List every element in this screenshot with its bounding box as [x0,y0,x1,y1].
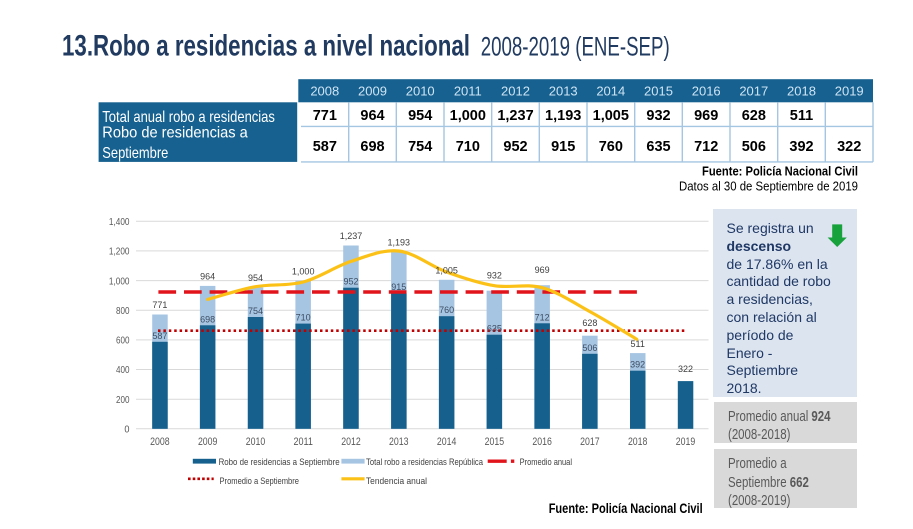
svg-text:400: 400 [116,365,130,376]
svg-text:698: 698 [360,139,384,155]
svg-text:2018: 2018 [787,83,816,98]
svg-text:Fuente: Policía Nacional Civil: Fuente: Policía Nacional Civil [549,500,703,516]
svg-text:712: 712 [535,312,550,322]
svg-text:322: 322 [837,139,861,155]
svg-text:2009: 2009 [198,436,218,448]
svg-text:1,005: 1,005 [435,266,458,276]
svg-text:Fuente: Policía Nacional Civil: Fuente: Policía Nacional Civil [702,165,858,179]
svg-text:760: 760 [599,139,623,155]
svg-text:Promedio anual: Promedio anual [520,457,572,468]
svg-text:2010: 2010 [246,436,266,448]
svg-text:1,193: 1,193 [545,108,581,124]
svg-text:628: 628 [582,318,597,328]
svg-text:628: 628 [742,108,766,124]
svg-text:1,000: 1,000 [109,276,130,287]
svg-text:2011: 2011 [454,83,482,98]
svg-text:712: 712 [694,139,718,155]
svg-text:1,193: 1,193 [388,238,411,248]
svg-text:635: 635 [487,324,502,334]
svg-text:Robo de residencias a Septiemb: Robo de residencias a Septiembre [219,457,340,468]
svg-text:952: 952 [343,277,358,287]
svg-text:915: 915 [391,282,406,292]
svg-text:932: 932 [646,108,670,124]
svg-text:Septiembre: Septiembre [102,145,168,162]
svg-text:511: 511 [790,108,813,124]
svg-text:2017: 2017 [739,83,768,98]
svg-text:710: 710 [456,139,480,155]
svg-text:2015: 2015 [485,436,505,448]
svg-text:2017: 2017 [580,436,600,448]
svg-text:754: 754 [408,139,432,155]
svg-text:2014: 2014 [437,436,457,448]
svg-text:800: 800 [116,306,130,317]
svg-text:2008: 2008 [310,83,339,98]
svg-text:2009: 2009 [358,83,387,98]
svg-text:969: 969 [694,108,718,124]
svg-text:1,237: 1,237 [340,231,363,241]
svg-text:2019: 2019 [676,436,696,448]
svg-text:13.Robo a residencias a nivel: 13.Robo a residencias a nivel nacional [62,30,470,63]
svg-text:771: 771 [313,108,337,124]
svg-text:587: 587 [152,331,167,341]
svg-text:2012: 2012 [501,83,530,98]
svg-text:754: 754 [248,306,263,316]
svg-text:2008-2019 (ENE-SEP): 2008-2019 (ENE-SEP) [481,32,670,62]
svg-text:915: 915 [551,139,575,155]
svg-text:506: 506 [582,343,597,353]
svg-text:2015: 2015 [644,83,673,98]
svg-text:200: 200 [116,395,130,406]
svg-text:2016: 2016 [532,436,552,448]
svg-text:771: 771 [152,300,167,310]
svg-text:952: 952 [503,139,527,155]
svg-text:587: 587 [313,139,337,155]
svg-text:1,400: 1,400 [109,217,130,228]
svg-text:322: 322 [678,364,693,374]
svg-text:1,237: 1,237 [497,108,533,124]
svg-text:2014: 2014 [596,83,625,98]
svg-text:954: 954 [408,108,432,124]
svg-text:1,000: 1,000 [292,266,315,276]
svg-text:Promedio a Septiembre: Promedio a Septiembre [220,476,300,487]
svg-text:2012: 2012 [341,436,361,448]
svg-text:Robo de residencias a: Robo de residencias a [102,125,248,142]
svg-text:2016: 2016 [692,83,721,98]
svg-text:392: 392 [630,360,645,370]
svg-text:1,005: 1,005 [593,108,629,124]
svg-text:392: 392 [789,139,813,155]
svg-text:2011: 2011 [293,436,313,448]
svg-text:2019: 2019 [835,83,864,98]
svg-text:Datos al 30 de Septiembre de 2: Datos al 30 de Septiembre de 2019 [679,180,858,194]
svg-text:506: 506 [742,139,766,155]
svg-text:760: 760 [439,305,454,315]
svg-text:1,200: 1,200 [109,247,130,258]
svg-text:Tendencia anual: Tendencia anual [366,476,427,487]
svg-text:698: 698 [200,314,215,324]
svg-text:0: 0 [124,425,130,436]
svg-text:964: 964 [200,272,215,282]
svg-text:932: 932 [487,270,502,280]
svg-text:Total anual robo a residencias: Total anual robo a residencias [102,109,275,126]
svg-text:710: 710 [296,313,311,323]
svg-text:2008: 2008 [150,436,170,448]
svg-text:1,000: 1,000 [450,108,486,124]
svg-text:600: 600 [116,336,130,347]
svg-text:Total robo a residencias Repúb: Total robo a residencias República [366,457,484,468]
svg-text:964: 964 [360,108,384,124]
svg-text:2013: 2013 [389,436,409,448]
svg-text:2018: 2018 [628,436,648,448]
svg-text:954: 954 [248,273,263,283]
svg-text:969: 969 [535,265,550,275]
svg-text:2010: 2010 [406,83,435,98]
svg-text:511: 511 [631,339,645,349]
svg-text:2013: 2013 [549,83,578,98]
svg-text:635: 635 [646,139,670,155]
